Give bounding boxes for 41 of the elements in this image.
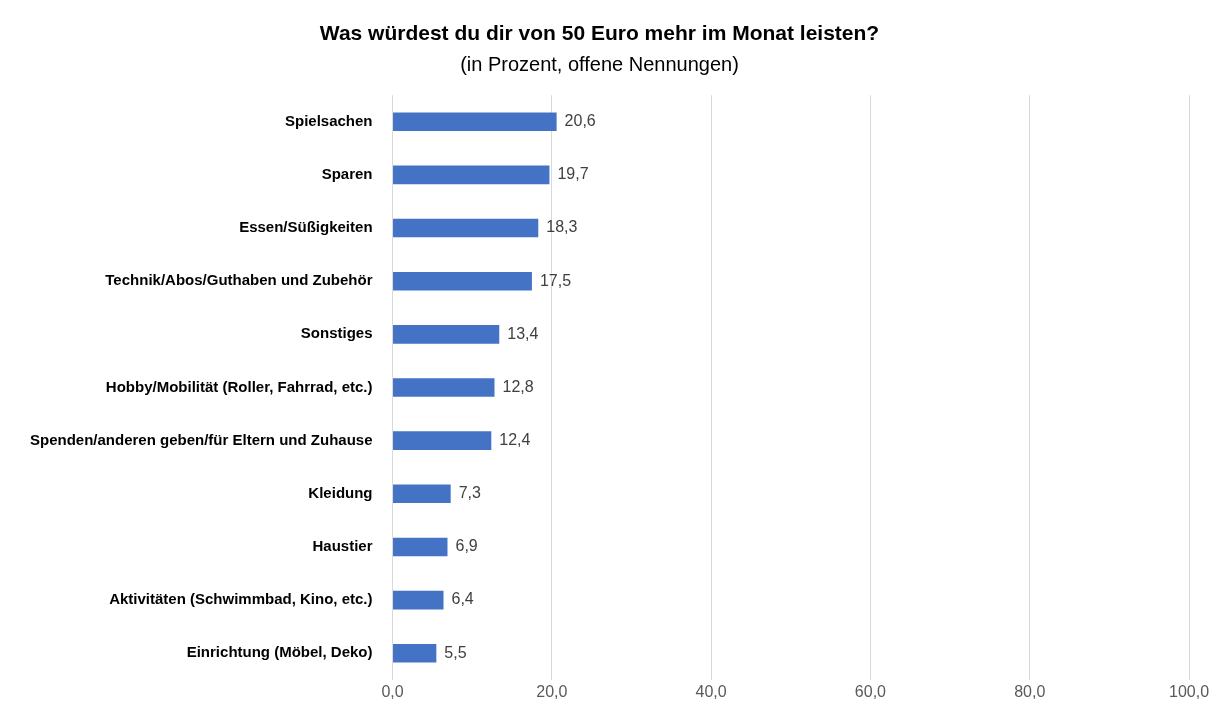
- data-label: 6,9: [455, 537, 478, 555]
- y-tick-label: Technik/Abos/Guthaben und Zubehör: [105, 271, 373, 289]
- y-tick-label: Haustier: [312, 537, 373, 555]
- data-label: 18,3: [546, 218, 578, 236]
- bar: [393, 431, 492, 450]
- bar: [393, 325, 500, 344]
- data-label: 19,7: [557, 165, 589, 183]
- bar: [393, 643, 437, 663]
- x-tick-label: 0,0: [381, 682, 404, 700]
- x-tick-label: 100,0: [1168, 682, 1210, 700]
- x-tick-label: 60,0: [854, 682, 887, 700]
- chart-subtitle: (in Prozent, offene Nennungen): [460, 52, 739, 75]
- y-tick-label: Hobby/Mobilität (Roller, Fahrrad, etc.): [105, 377, 373, 395]
- bar: [393, 590, 444, 610]
- bar: [393, 218, 539, 238]
- y-tick-label: Spenden/anderen geben/für Eltern und Zuhause: [29, 430, 373, 448]
- y-tick-label: Einrichtung (Möbel, Deko): [186, 643, 373, 661]
- y-tick-label: Sparen: [321, 165, 373, 183]
- data-label: 12,4: [499, 431, 531, 449]
- data-label: 17,5: [539, 271, 572, 289]
- x-tick-label: 80,0: [1014, 682, 1046, 700]
- bar: [393, 165, 550, 185]
- data-label: 12,8: [502, 377, 534, 395]
- y-tick-label: Aktivitäten (Schwimmbad, Kino, etc.): [109, 590, 373, 608]
- x-tick-label: 20,0: [536, 682, 568, 700]
- bar: [393, 378, 495, 397]
- data-label: 13,4: [507, 324, 539, 342]
- data-label: 20,6: [564, 112, 596, 130]
- bar: [393, 112, 557, 132]
- bar: [393, 484, 451, 504]
- y-tick-label: Spielsachen: [284, 111, 373, 129]
- y-tick-label: Kleidung: [308, 483, 373, 501]
- y-tick-label: Sonstiges: [300, 324, 373, 342]
- data-label: 5,5: [444, 643, 467, 661]
- y-tick-label: Essen/Süßigkeiten: [239, 218, 373, 236]
- bar: [393, 537, 448, 557]
- bar: [393, 271, 532, 291]
- chart-title: Was würdest du dir von 50 Euro mehr im Monat leisten?: [319, 21, 880, 45]
- x-tick-label: 40,0: [695, 682, 727, 700]
- data-label: 7,3: [458, 484, 482, 502]
- data-label: 6,4: [451, 590, 474, 608]
